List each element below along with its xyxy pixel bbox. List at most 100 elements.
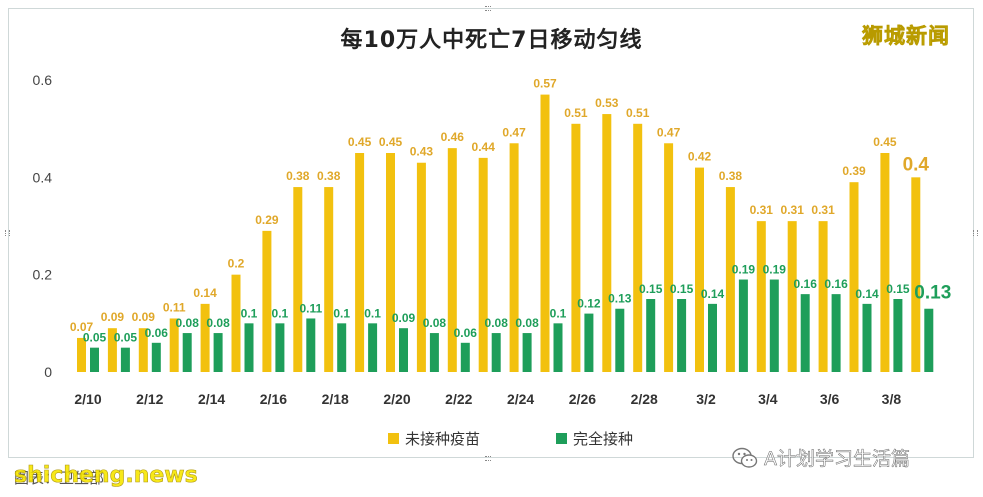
data-label-unvaccinated: 0.38	[317, 169, 341, 183]
bar-unvaccinated	[818, 221, 828, 372]
chart-title: 每10万人中死亡7日移动匀线	[340, 28, 643, 53]
data-label-fully-vaccinated: 0.15	[670, 282, 694, 296]
wechat-source-label: A计划学习生活篇	[764, 448, 911, 471]
bar-unvaccinated	[77, 337, 86, 372]
bar-fully-vaccinated	[615, 308, 625, 372]
data-label-fully-vaccinated: 0.08	[485, 316, 509, 330]
data-label-unvaccinated: 0.38	[286, 169, 310, 183]
bar-fully-vaccinated	[522, 333, 532, 372]
bar-fully-vaccinated	[244, 323, 254, 372]
x-tick-label: 2/14	[198, 391, 225, 407]
legend-item-unvaccinated[interactable]: 未接种疫苗	[388, 428, 480, 449]
data-label-unvaccinated: 0.44	[472, 140, 496, 154]
bar-unvaccinated	[911, 177, 921, 372]
data-label-fully-vaccinated: 0.16	[824, 277, 848, 291]
bar-unvaccinated	[633, 123, 643, 372]
bar-fully-vaccinated	[924, 308, 934, 372]
x-tick-label: 3/4	[758, 391, 778, 407]
data-label-fully-vaccinated: 0.1	[550, 306, 567, 320]
data-label-fully-vaccinated: 0.06	[145, 326, 169, 340]
bar-fully-vaccinated	[491, 333, 501, 372]
data-label-fully-vaccinated: 0.08	[515, 316, 539, 330]
resize-handle-right[interactable]	[973, 230, 978, 236]
data-label-fully-vaccinated: 0.16	[794, 277, 818, 291]
bar-unvaccinated	[695, 167, 704, 372]
data-label-unvaccinated: 0.46	[441, 130, 465, 144]
bar-unvaccinated	[355, 153, 365, 372]
data-label-unvaccinated: 0.09	[101, 310, 125, 324]
x-tick-label: 2/24	[507, 391, 534, 407]
data-label-unvaccinated: 0.07	[70, 320, 94, 334]
data-label-fully-vaccinated: 0.08	[176, 316, 200, 330]
data-label-unvaccinated: 0.42	[688, 150, 712, 164]
x-tick-label: 3/6	[820, 391, 840, 407]
bar-fully-vaccinated	[708, 303, 717, 372]
data-label-unvaccinated: 0.43	[410, 145, 434, 159]
bar-fully-vaccinated	[275, 323, 285, 372]
legend-item-fully-vaccinated[interactable]: 完全接种	[556, 428, 633, 449]
bar-fully-vaccinated	[429, 333, 439, 372]
x-tick-label: 2/16	[260, 391, 287, 407]
data-label-unvaccinated: 0.57	[533, 77, 557, 91]
bar-fully-vaccinated	[368, 323, 378, 372]
data-label-fully-vaccinated: 0.08	[423, 316, 447, 330]
resize-handle-left[interactable]	[5, 230, 10, 236]
data-label-unvaccinated: 0.45	[379, 135, 403, 149]
site-watermark: shicheng.news	[14, 463, 198, 489]
bar-fully-vaccinated	[90, 347, 99, 372]
source-caption: 图表：卫生部	[14, 469, 105, 487]
bar-unvaccinated	[447, 148, 457, 372]
bar-unvaccinated	[880, 153, 890, 372]
data-label-fully-vaccinated: 0.19	[732, 263, 756, 277]
data-label-fully-vaccinated: 0.13	[914, 283, 951, 304]
bar-unvaccinated	[509, 143, 519, 372]
y-tick-label: 0.2	[33, 267, 53, 283]
bar-fully-vaccinated	[460, 342, 470, 372]
legend-label-fully-vaccinated: 完全接种	[573, 430, 634, 448]
bar-unvaccinated	[540, 94, 550, 372]
data-label-unvaccinated: 0.31	[750, 203, 774, 217]
data-label-fully-vaccinated: 0.14	[701, 287, 725, 301]
x-tick-label: 2/22	[445, 391, 472, 407]
bar-unvaccinated	[262, 230, 272, 372]
bar-unvaccinated	[386, 153, 395, 372]
bar-fully-vaccinated	[677, 299, 687, 372]
bar-fully-vaccinated	[553, 323, 563, 372]
data-label-unvaccinated: 0.39	[842, 164, 866, 178]
data-label-fully-vaccinated: 0.1	[272, 306, 289, 320]
data-label-fully-vaccinated: 0.05	[83, 331, 107, 345]
data-label-unvaccinated: 0.45	[348, 135, 372, 149]
y-tick-label: 0	[44, 364, 52, 380]
data-label-unvaccinated: 0.51	[626, 106, 650, 120]
bar-unvaccinated	[571, 123, 581, 372]
wechat-icon	[732, 447, 758, 468]
bar-fully-vaccinated	[399, 328, 408, 372]
bar-unvaccinated	[107, 328, 117, 372]
bar-unvaccinated	[478, 157, 488, 372]
bar-unvaccinated	[664, 143, 674, 372]
bar-unvaccinated	[169, 318, 179, 372]
data-label-fully-vaccinated: 0.19	[763, 263, 787, 277]
resize-handle-top[interactable]	[485, 6, 491, 11]
x-tick-label: 3/2	[696, 391, 716, 407]
y-tick-label: 0.6	[33, 72, 53, 88]
bar-unvaccinated	[787, 221, 797, 372]
resize-handle-bottom[interactable]	[485, 456, 491, 461]
data-label-unvaccinated: 0.14	[193, 286, 217, 300]
chart-frame	[8, 8, 974, 458]
x-tick-label: 2/28	[631, 391, 658, 407]
data-label-fully-vaccinated: 0.14	[855, 287, 879, 301]
bar-fully-vaccinated	[584, 313, 594, 372]
data-label-unvaccinated: 0.38	[719, 169, 743, 183]
data-label-fully-vaccinated: 0.15	[639, 282, 663, 296]
bar-unvaccinated	[849, 182, 859, 372]
x-tick-label: 2/10	[74, 391, 101, 407]
data-label-unvaccinated: 0.4	[903, 154, 930, 175]
x-tick-label: 2/18	[322, 391, 349, 407]
data-label-fully-vaccinated: 0.09	[392, 311, 416, 325]
data-label-unvaccinated: 0.2	[228, 257, 245, 271]
bar-fully-vaccinated	[831, 294, 841, 372]
data-label-unvaccinated: 0.29	[255, 213, 279, 227]
data-label-unvaccinated: 0.31	[811, 203, 835, 217]
bar-fully-vaccinated	[213, 333, 223, 372]
